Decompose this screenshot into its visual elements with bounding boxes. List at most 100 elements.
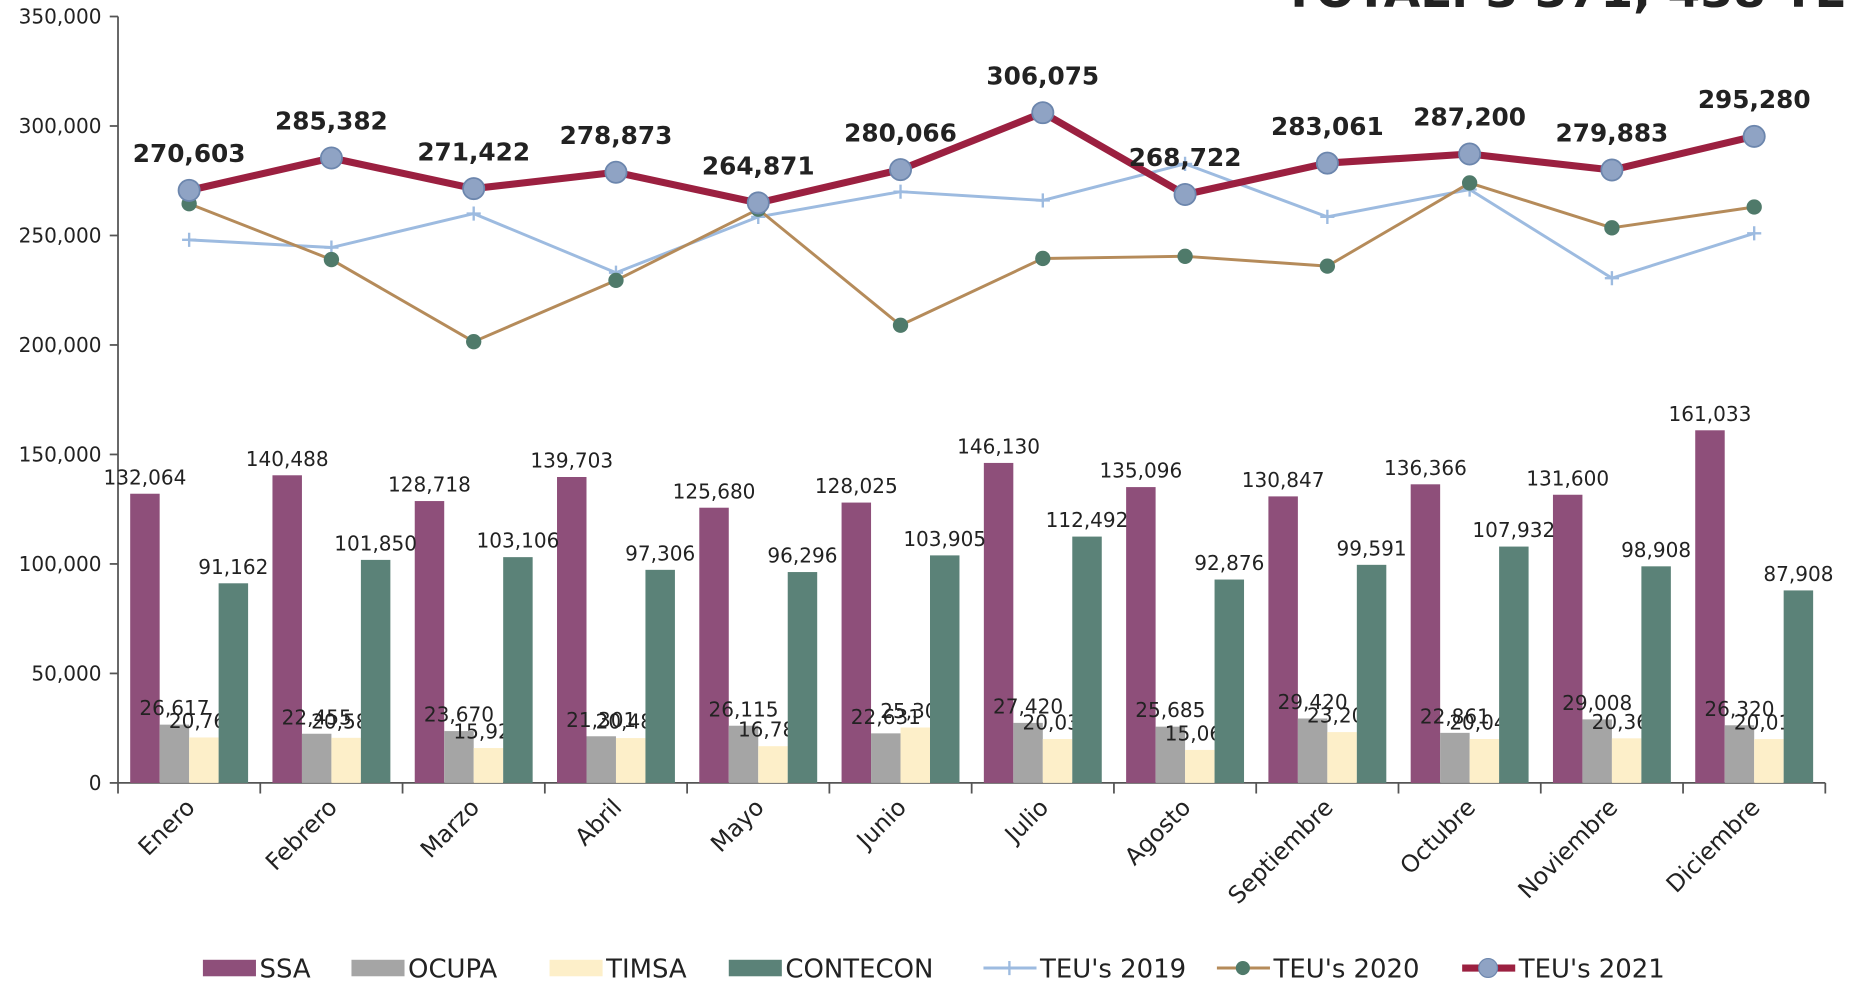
bar-value-label: 130,847	[1242, 468, 1325, 492]
bar	[272, 475, 301, 783]
line-value-label: 279,883	[1556, 119, 1669, 148]
y-tick-label: 0	[89, 771, 102, 795]
legend-label: OCUPA	[408, 954, 497, 981]
bar	[586, 736, 615, 783]
bar-value-label: 107,932	[1472, 518, 1555, 542]
y-tick-label: 150,000	[19, 443, 102, 467]
line-marker	[748, 192, 769, 213]
line-value-label: 280,066	[844, 118, 957, 147]
bar-value-label: 132,064	[104, 465, 187, 489]
bar	[901, 728, 930, 783]
bar	[1440, 733, 1469, 783]
bar-value-label: 96,296	[767, 544, 837, 568]
bar-value-label: 131,600	[1526, 466, 1609, 490]
bar	[616, 738, 645, 783]
line-marker	[1459, 143, 1480, 164]
line-marker	[1462, 175, 1477, 190]
bar	[871, 733, 900, 783]
legend-marker	[1479, 959, 1498, 978]
line-marker	[1032, 102, 1053, 123]
bar	[1327, 732, 1356, 783]
bar	[557, 477, 586, 783]
bar	[984, 463, 1013, 783]
line-marker	[324, 252, 339, 267]
bar-value-label: 92,876	[1194, 551, 1264, 575]
y-tick-label: 250,000	[19, 224, 102, 248]
line-value-label: 278,873	[560, 121, 673, 150]
bar	[302, 734, 331, 783]
page: TOTAL: 3 371, 438 TEU's 0 50,000 100,000 15…	[0, 0, 1849, 981]
line-marker	[1177, 249, 1192, 264]
bar	[1126, 487, 1155, 783]
bar-value-label: 139,703	[530, 449, 613, 473]
bar-value-label: 128,025	[815, 474, 898, 498]
legend-label: TIMSA	[605, 954, 687, 981]
line-value-label: 287,200	[1413, 103, 1526, 132]
legend-label: TEU's 2019	[1039, 954, 1186, 981]
bar	[331, 738, 360, 783]
line-marker	[1747, 199, 1762, 214]
line-marker	[321, 147, 342, 168]
bar-value-label: 128,718	[388, 473, 471, 497]
line-marker	[1604, 220, 1619, 235]
bar-value-label: 125,680	[673, 479, 756, 503]
bar	[1784, 590, 1813, 782]
bar-value-label: 101,850	[334, 531, 417, 555]
bar-value-label: 140,488	[246, 447, 329, 471]
line-marker	[1744, 126, 1765, 147]
legend-label: TEU's 2020	[1273, 954, 1420, 981]
bar	[842, 503, 871, 783]
bar	[699, 508, 728, 783]
bar	[1185, 750, 1214, 783]
line-marker	[1174, 184, 1195, 205]
bar	[1641, 566, 1670, 783]
bar	[758, 746, 787, 783]
y-tick-label: 200,000	[19, 333, 102, 357]
bar-value-label: 112,492	[1046, 508, 1129, 532]
bar	[130, 494, 159, 783]
line-value-label: 283,061	[1271, 112, 1384, 141]
bar	[1072, 537, 1101, 783]
legend-swatch	[351, 960, 404, 977]
legend-label: SSA	[259, 954, 310, 981]
line-marker	[1601, 159, 1622, 180]
bar-value-label: 103,106	[476, 529, 559, 553]
bar-value-label: 98,908	[1621, 538, 1691, 562]
bar	[474, 748, 503, 783]
y-tick-label: 50,000	[31, 662, 101, 686]
legend-swatch	[729, 960, 782, 977]
chart: TOTAL: 3 371, 438 TEU's 0 50,000 100,000 15…	[0, 0, 1849, 981]
bar	[1268, 496, 1297, 783]
line-value-label: 285,382	[275, 107, 388, 136]
bar-value-label: 97,306	[625, 541, 695, 565]
line-marker	[1320, 258, 1335, 273]
legend-label: CONTECON	[785, 954, 933, 981]
line-marker	[1035, 251, 1050, 266]
y-tick-label: 100,000	[19, 552, 102, 576]
line-value-label: 270,603	[133, 139, 246, 168]
bar	[930, 555, 959, 783]
y-tick-label: 350,000	[19, 5, 102, 29]
line-marker	[893, 318, 908, 333]
bar-value-label: 91,162	[198, 555, 268, 579]
bar-value-label: 146,130	[957, 434, 1040, 458]
bar	[1215, 580, 1244, 783]
line-marker	[605, 162, 626, 183]
bar-value-label: 99,591	[1337, 536, 1407, 560]
chart-title: TOTAL: 3 371, 438 TEU's	[1283, 0, 1849, 19]
bar	[1298, 718, 1327, 782]
bar	[1754, 739, 1783, 783]
bar-value-label: 136,366	[1384, 456, 1467, 480]
bar-value-label: 103,905	[903, 527, 986, 551]
bar	[788, 572, 817, 783]
bar	[219, 583, 248, 783]
bar	[1612, 738, 1641, 783]
line-marker	[1317, 152, 1338, 173]
bar	[361, 560, 390, 783]
line-marker	[608, 273, 623, 288]
bar	[1553, 495, 1582, 783]
bar	[1470, 739, 1499, 783]
line-marker	[466, 334, 481, 349]
bar	[1357, 565, 1386, 783]
bar	[1695, 430, 1724, 783]
